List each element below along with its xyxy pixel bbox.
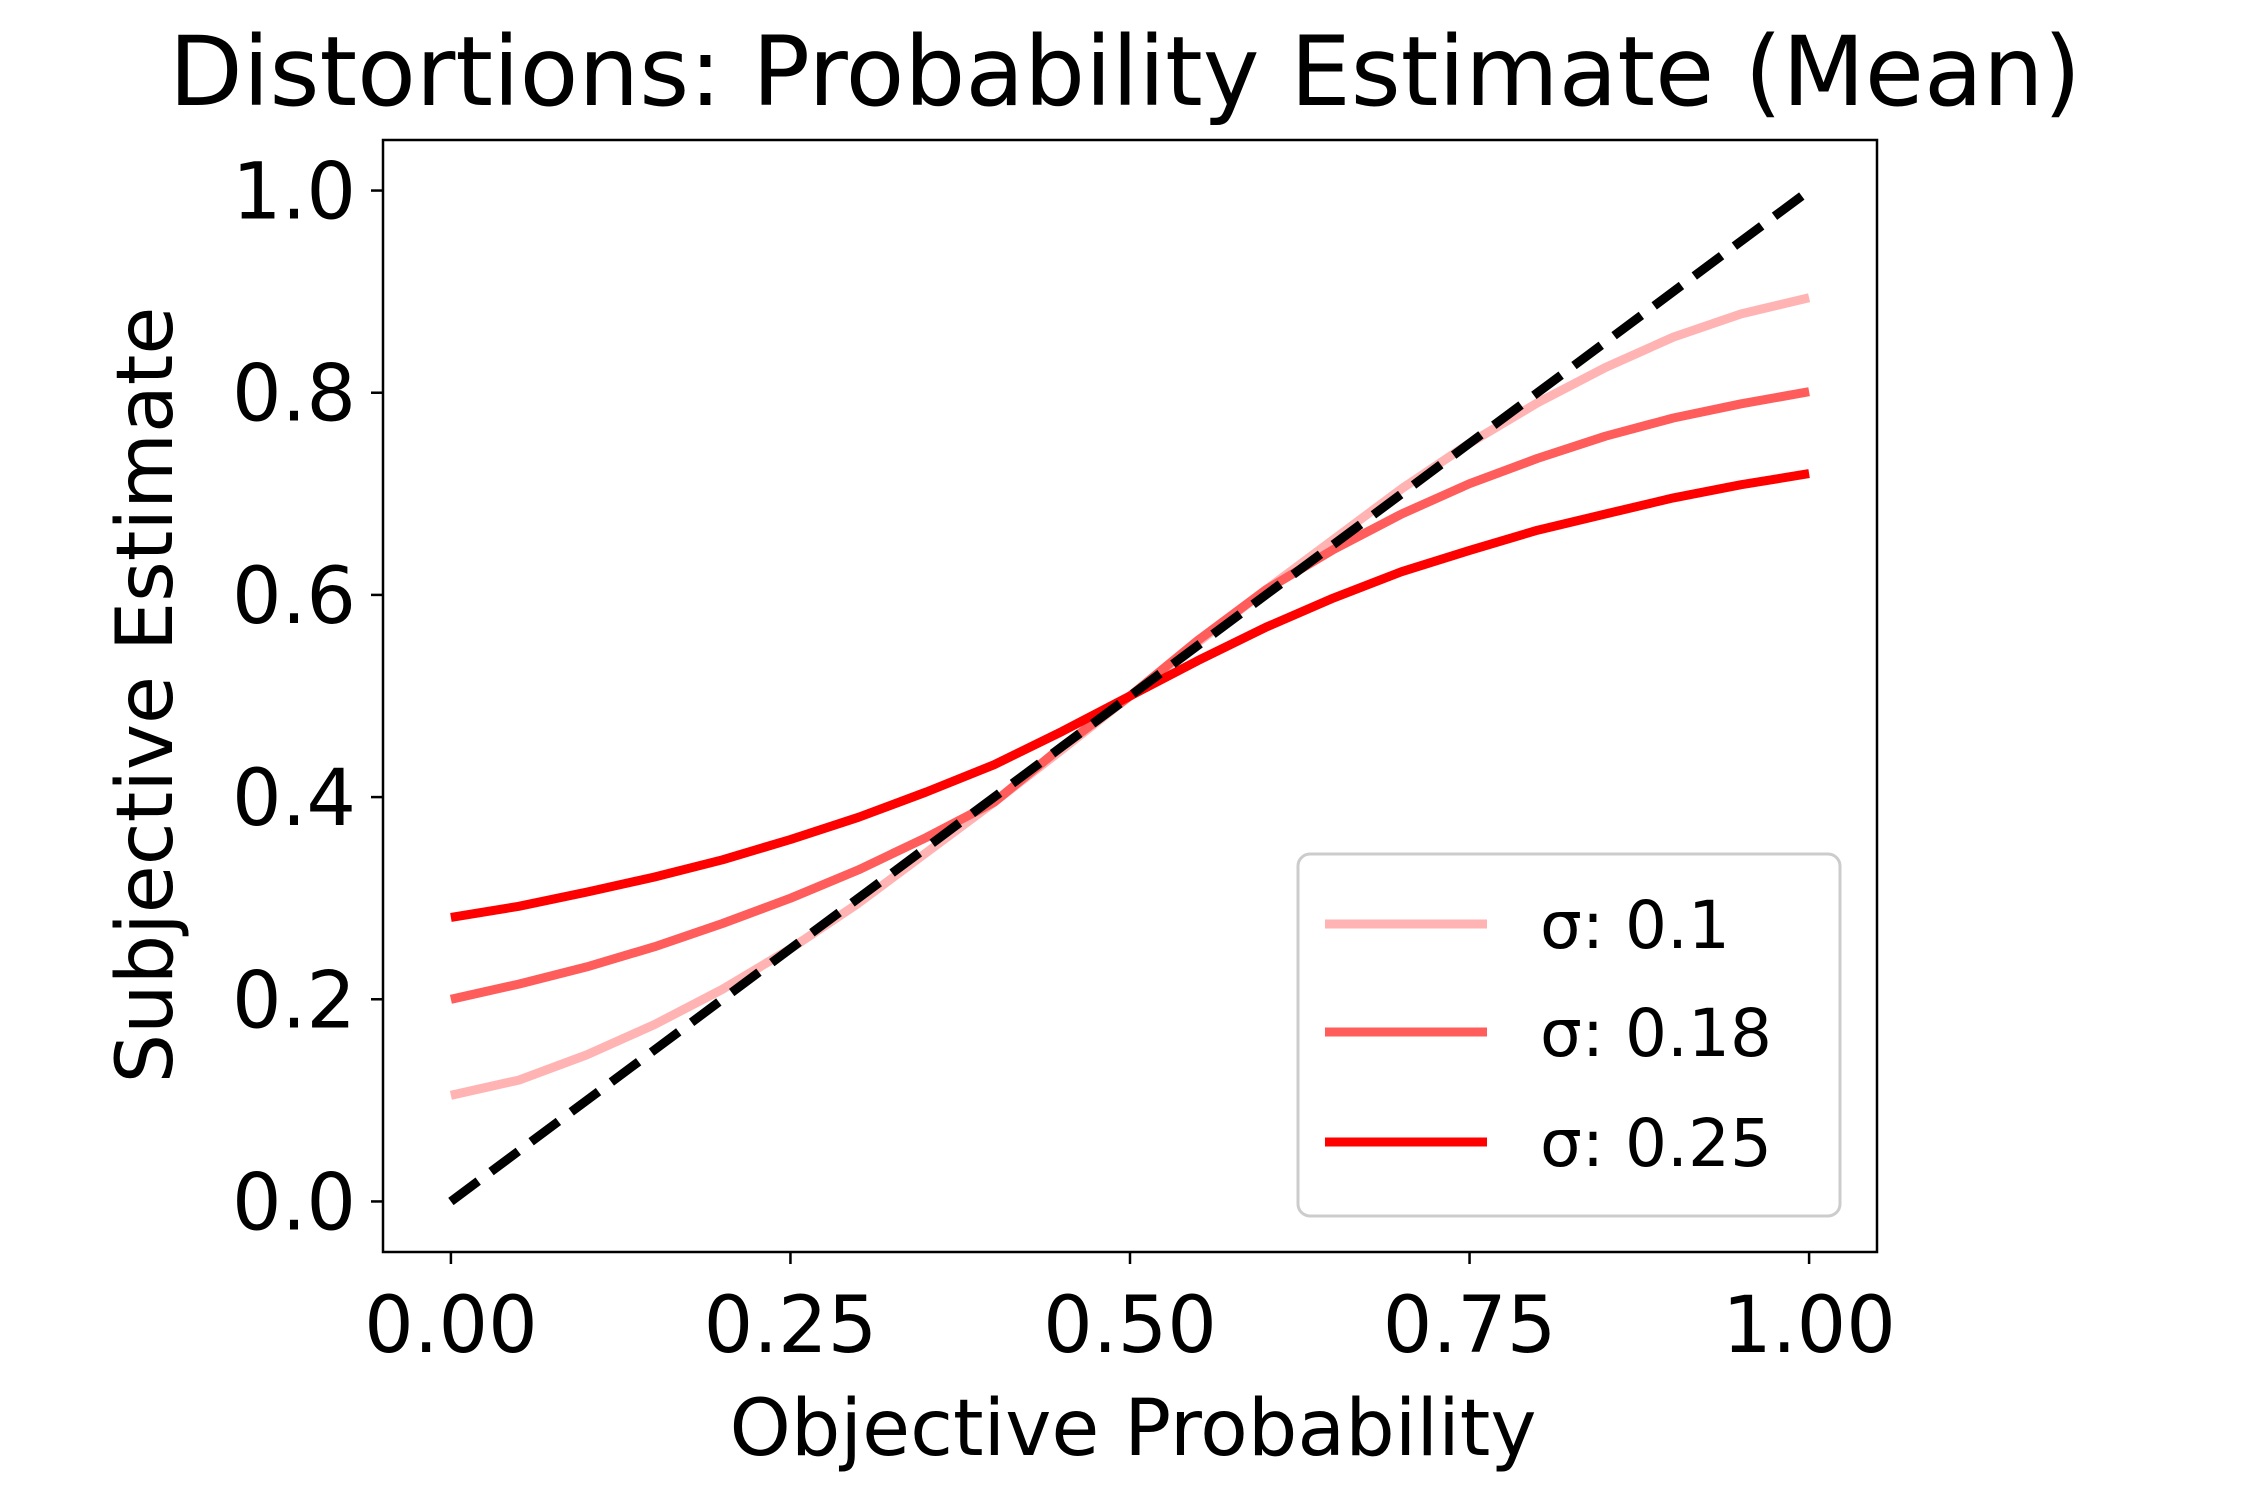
x-tick-label: 1.00 <box>1722 1281 1896 1371</box>
x-tick-label: 0.25 <box>704 1281 878 1371</box>
series-line-3 <box>450 469 1810 922</box>
y-tick-label: 0.8 <box>232 350 356 440</box>
axis-ticks: 0.00 0.25 0.50 0.75 1.00 0.0 0.2 0.4 0.6 0.8 1.0 <box>232 148 1896 1371</box>
legend-label-2: σ: 0.18 <box>1540 995 1772 1072</box>
y-axis-label: Subjective Estimate <box>101 307 191 1084</box>
y-tick-label: 0.6 <box>232 552 356 642</box>
y-tick-label: 0.2 <box>232 956 356 1046</box>
chart-title: Distortions: Probability Estimate (Mean) <box>169 16 2081 128</box>
legend-label-3: σ: 0.25 <box>1540 1105 1772 1182</box>
y-tick-label: 0.0 <box>232 1158 356 1248</box>
x-tick-label: 0.50 <box>1043 1281 1217 1371</box>
y-tick-label: 0.4 <box>232 754 356 844</box>
legend-frame <box>1296 852 1842 1218</box>
plot-area <box>381 138 1879 1254</box>
legend: σ: 0.1 σ: 0.18 σ: 0.25 <box>1296 852 1842 1218</box>
x-tick-label: 0.75 <box>1383 1281 1557 1371</box>
x-tick-label: 0.00 <box>364 1281 538 1371</box>
x-axis-label: Objective Probability <box>730 1384 1537 1474</box>
y-tick-label: 1.0 <box>232 148 356 238</box>
reference-line <box>448 186 1812 1206</box>
legend-label-1: σ: 0.1 <box>1540 887 1730 964</box>
